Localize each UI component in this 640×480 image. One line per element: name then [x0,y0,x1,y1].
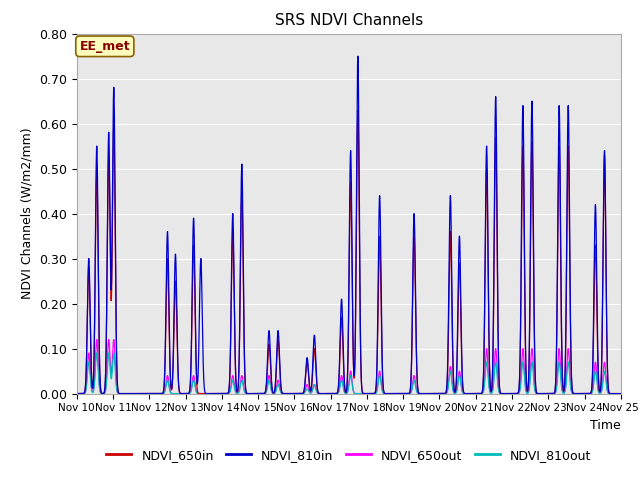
Text: EE_met: EE_met [79,40,130,53]
Legend: NDVI_650in, NDVI_810in, NDVI_650out, NDVI_810out: NDVI_650in, NDVI_810in, NDVI_650out, NDV… [101,444,596,467]
Title: SRS NDVI Channels: SRS NDVI Channels [275,13,423,28]
X-axis label: Time: Time [590,419,621,432]
Y-axis label: NDVI Channels (W/m2/mm): NDVI Channels (W/m2/mm) [20,128,33,300]
